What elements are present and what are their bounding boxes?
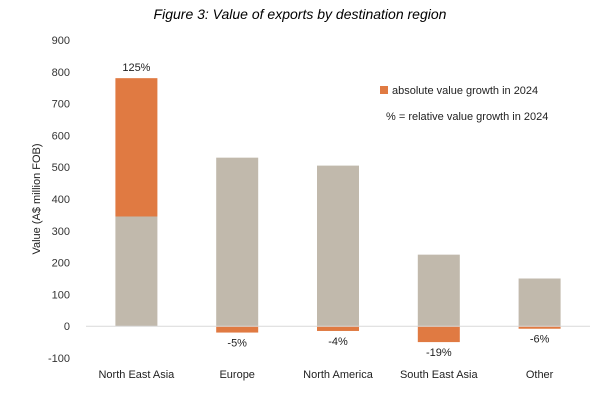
- legend: absolute value growth in 2024 % = relati…: [380, 85, 548, 123]
- bar-growth: [317, 326, 359, 331]
- bar-base: [115, 216, 158, 327]
- x-category-label: South East Asia: [400, 369, 479, 381]
- bars: [115, 78, 561, 343]
- legend-item-relative: % = relative value growth in 2024: [386, 111, 548, 123]
- chart-title: Figure 3: Value of exports by destinatio…: [153, 6, 447, 22]
- bar-growth: [417, 326, 460, 343]
- y-tick-label: 900: [52, 35, 70, 47]
- data-label: 125%: [122, 62, 150, 74]
- y-tick-label: 300: [52, 226, 70, 238]
- y-tick-label: 600: [52, 130, 70, 142]
- y-axis-title: Value (A$ million FOB): [31, 143, 43, 254]
- bar-growth: [216, 326, 259, 333]
- x-category-label: North America: [303, 369, 374, 381]
- legend-swatch: [380, 86, 388, 94]
- data-label: -5%: [227, 338, 247, 350]
- data-labels: 125% -5% -4% -19% -6%: [122, 62, 549, 359]
- y-tick-label: 200: [52, 258, 70, 270]
- y-tick-label: 500: [52, 162, 70, 174]
- y-tick-label: -100: [48, 353, 70, 365]
- bar-base: [518, 278, 561, 327]
- data-label: -19%: [426, 347, 452, 359]
- y-tick-label: 800: [52, 67, 70, 79]
- x-category-label: Other: [526, 369, 554, 381]
- bar-growth: [115, 78, 158, 217]
- x-axis: North East Asia Europe North America South …: [86, 325, 590, 381]
- x-category-label: North East Asia: [98, 369, 175, 381]
- bar-base: [216, 157, 259, 327]
- legend-item-growth: absolute value growth in 2024: [392, 85, 538, 97]
- data-label: -6%: [530, 334, 550, 346]
- y-tick-label: 100: [52, 289, 70, 301]
- bar-base: [417, 254, 460, 327]
- y-axis: -100 0 100 200 300 400 500 600 700 800 900: [48, 35, 70, 365]
- y-tick-label: 400: [52, 194, 70, 206]
- x-category-label: Europe: [219, 369, 254, 381]
- bar-base: [317, 165, 359, 327]
- y-tick-label: 0: [64, 321, 70, 333]
- bar-growth: [518, 326, 561, 329]
- data-label: -4%: [328, 336, 348, 348]
- y-tick-label: 700: [52, 99, 70, 111]
